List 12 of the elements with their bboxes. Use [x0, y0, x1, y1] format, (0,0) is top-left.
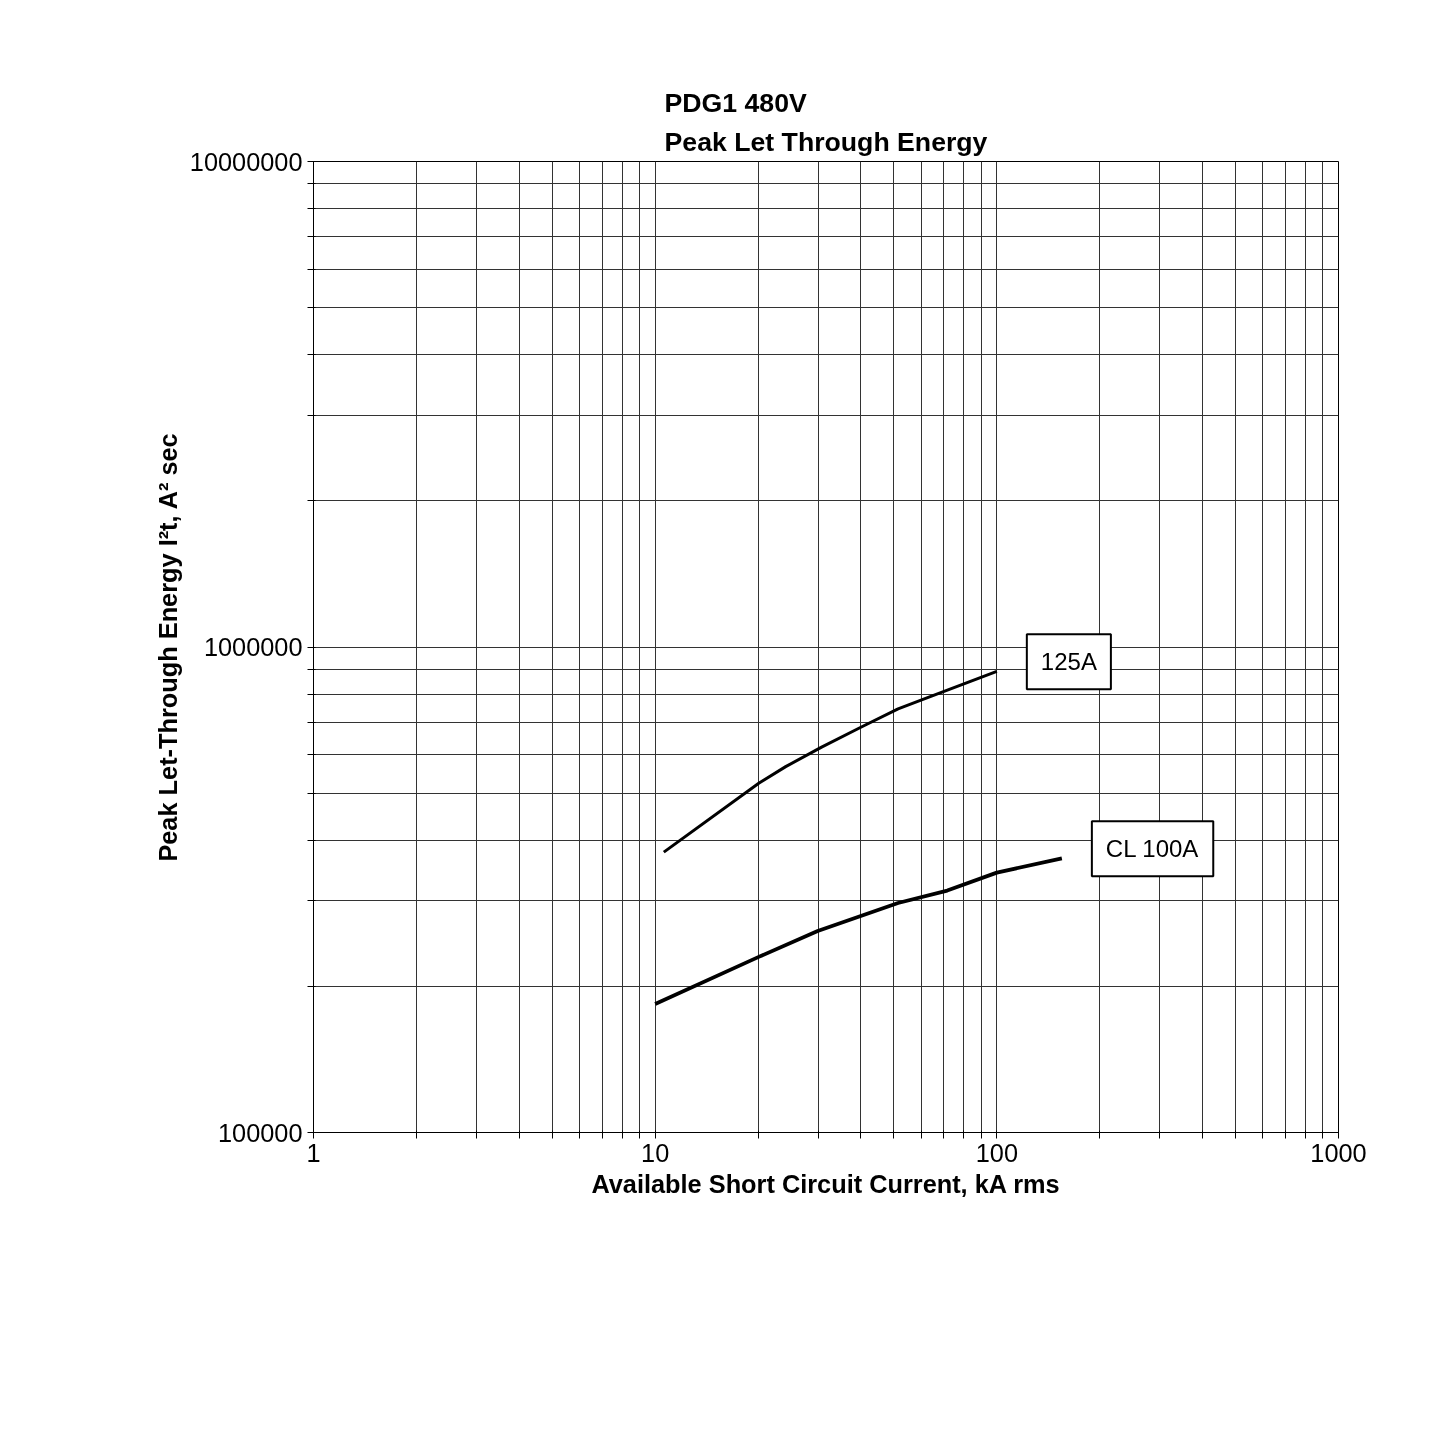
chart-title: PDG1 480V Peak Let Through Energy: [664, 87, 988, 157]
y-tick-label: 100000: [217, 1118, 303, 1147]
x-tick-label: 1: [306, 1138, 321, 1167]
x-tick-label: 1000: [1310, 1138, 1367, 1167]
x-axis-title: Available Short Circuit Current, kA rms: [591, 1169, 1060, 1198]
series-label: 125A: [1040, 648, 1097, 676]
y-tick-label: 1000000: [203, 633, 303, 661]
series-label: CL 100A: [1105, 835, 1199, 863]
x-tick-label: 100: [975, 1138, 1018, 1167]
x-tick-label: 10: [641, 1138, 670, 1167]
y-axis-title: Peak Let-Through Energy I²t, A² sec: [153, 433, 182, 862]
y-tick-label: 10000000: [189, 147, 303, 176]
